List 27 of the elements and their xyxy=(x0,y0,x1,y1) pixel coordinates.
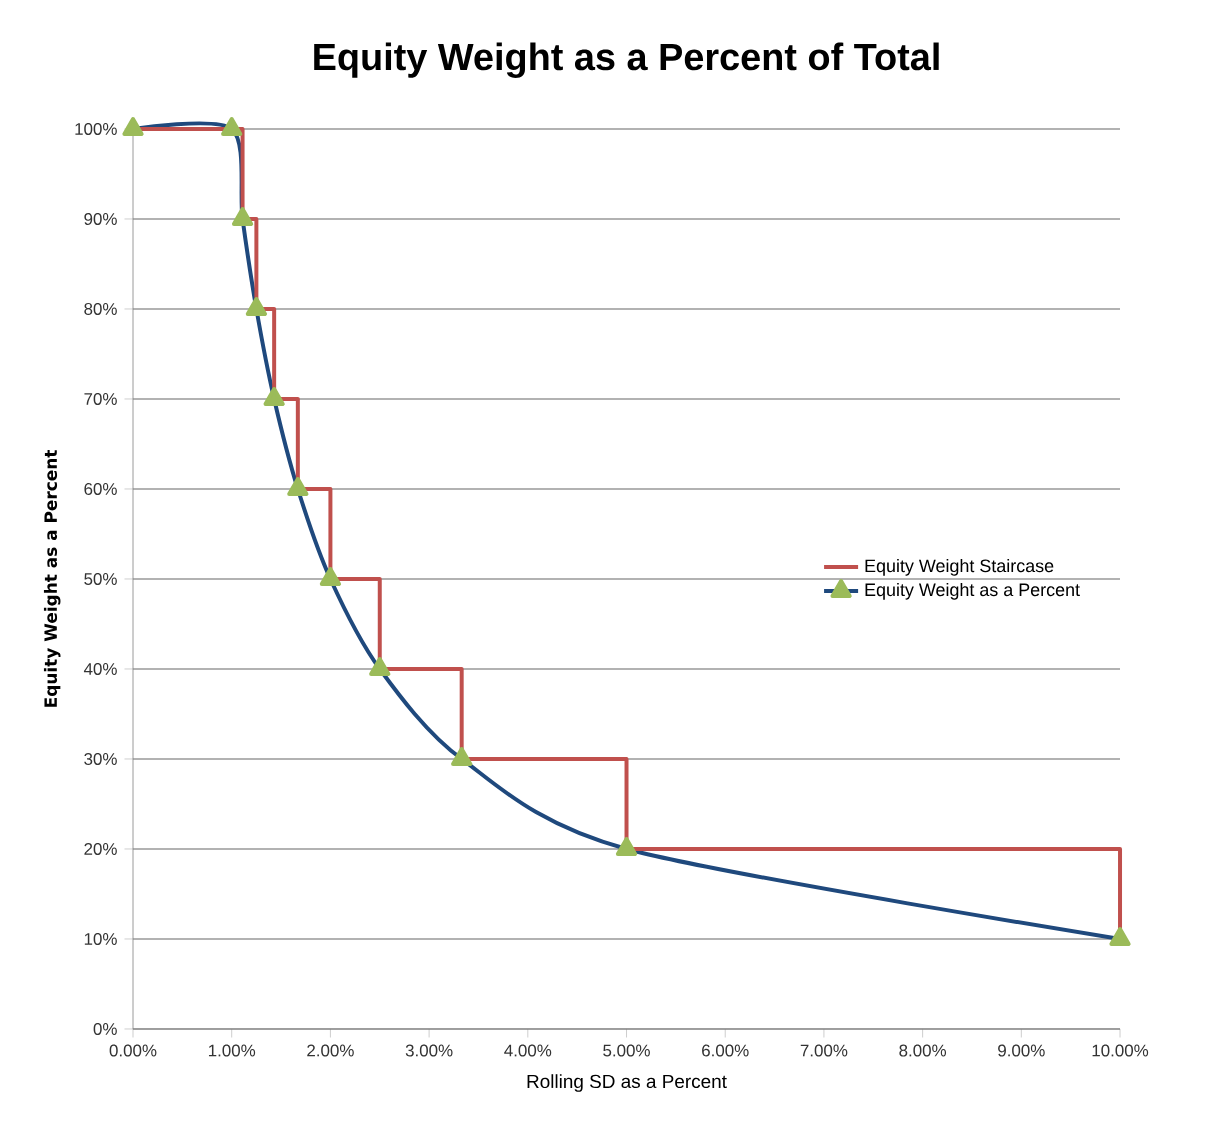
x-tick-label: 7.00% xyxy=(800,1044,848,1057)
x-tick-label: 2.00% xyxy=(307,1044,354,1057)
y-tick-label: 60% xyxy=(84,483,117,495)
y-tick-label: 100% xyxy=(75,122,117,135)
y-tick-label: 20% xyxy=(84,843,117,855)
y-tick-label: 50% xyxy=(84,573,117,585)
x-tick-label: 9.00% xyxy=(998,1044,1045,1057)
x-tick-label: 3.00% xyxy=(405,1044,453,1057)
y-tick-label: 30% xyxy=(84,753,117,765)
y-tick-label: 0% xyxy=(93,1023,117,1035)
x-tick-label: 8.00% xyxy=(899,1044,947,1057)
y-axis-title: Equity Weight as a Percent xyxy=(43,449,61,707)
x-tick-label: 4.00% xyxy=(504,1044,552,1057)
x-tick-label: 1.00% xyxy=(208,1044,256,1057)
y-tick-label: 70% xyxy=(84,392,117,405)
x-axis-title: Rolling SD as a Percent xyxy=(527,1074,727,1092)
y-tick-label: 80% xyxy=(84,302,117,315)
x-tick-label: 6.00% xyxy=(702,1044,749,1057)
y-tick-label: 10% xyxy=(84,933,117,945)
x-tick-label: 5.00% xyxy=(603,1044,650,1057)
chart-title: Equity Weight as a Percent of Total xyxy=(314,42,939,78)
x-tick-label: 0.00% xyxy=(109,1044,157,1057)
legend-label: Equity Weight as a Percent xyxy=(865,582,1080,600)
y-tick-label: 90% xyxy=(84,212,117,225)
y-tick-label: 40% xyxy=(83,663,117,675)
legend-label: Equity Weight Staircase xyxy=(865,559,1054,576)
x-tick-label: 10.00% xyxy=(1092,1044,1149,1057)
